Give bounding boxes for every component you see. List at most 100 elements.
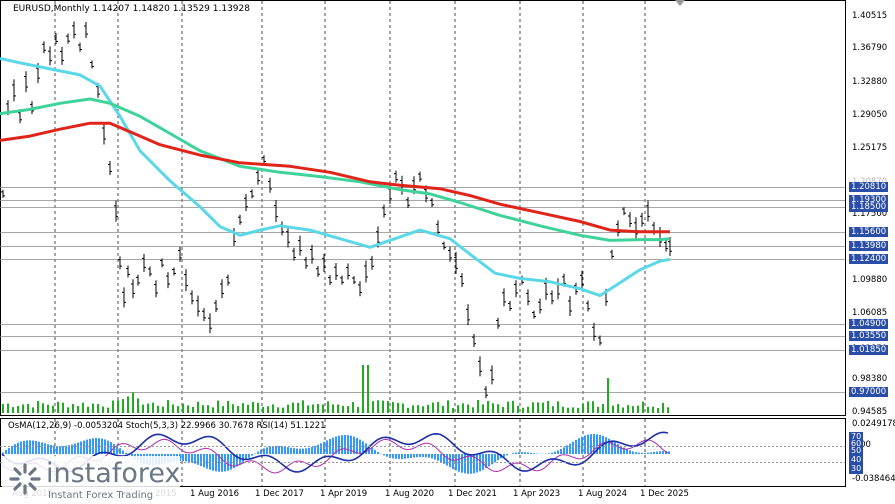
osma-bar — [248, 454, 250, 458]
osma-bar — [197, 454, 199, 465]
osma-bar — [497, 454, 499, 461]
osma-bar — [629, 450, 631, 454]
ohlc-values: 1.14207 1.14820 1.13529 1.13928 — [92, 4, 250, 14]
osma-bar — [404, 454, 406, 459]
osma-bar — [17, 442, 19, 454]
volume-bar — [657, 407, 659, 413]
osma-bar — [584, 435, 586, 454]
osma-bar — [485, 454, 487, 469]
volume-bar — [402, 403, 404, 413]
osma-bar — [428, 454, 430, 458]
osma-bar — [425, 454, 427, 458]
volume-bar — [42, 403, 44, 413]
osma-bar — [533, 453, 535, 454]
osma-bar — [263, 448, 265, 454]
osma-bar — [116, 445, 118, 454]
volume-bar — [52, 405, 54, 413]
volume-bar — [417, 405, 419, 413]
osma-bar — [386, 454, 388, 457]
osma-bar — [521, 452, 523, 454]
volume-bar — [477, 400, 479, 413]
osma-bar — [266, 447, 268, 454]
volume-bar — [87, 406, 89, 413]
osma-bar — [206, 454, 208, 469]
volume-bar — [462, 403, 464, 413]
osma-bar — [218, 454, 220, 472]
osma-bar — [437, 454, 439, 461]
rsi-label: RSI(14) 51.1221 — [256, 421, 326, 431]
osma-bar — [284, 446, 286, 454]
volume-bar — [342, 405, 344, 413]
osma-bar — [242, 454, 244, 463]
volume-bar — [317, 404, 319, 413]
volume-bar — [597, 406, 599, 413]
volume-bar — [222, 406, 224, 413]
osma-bar — [605, 437, 607, 454]
volume-bar — [557, 401, 559, 413]
osma-bar — [311, 447, 313, 454]
volume-bar — [272, 404, 274, 413]
osma-bar — [62, 446, 64, 454]
osma-bar — [209, 454, 211, 470]
osma-bar — [590, 434, 592, 454]
volume-bar — [352, 402, 354, 413]
osma-bar — [392, 454, 394, 459]
volume-bar — [207, 405, 209, 413]
osma-bar — [59, 446, 61, 454]
osma-bar — [473, 454, 475, 474]
osma-bar — [362, 441, 364, 454]
volume-bar — [92, 403, 94, 413]
volume-bar — [652, 406, 654, 413]
osma-bar — [512, 453, 514, 454]
osma-bar — [86, 439, 88, 454]
volume-bar — [102, 406, 104, 413]
osma-bar — [260, 449, 262, 454]
osma-bar — [527, 452, 529, 454]
symbol-label: EURUSD,Monthly — [13, 4, 90, 14]
volume-bar — [397, 402, 399, 413]
volume-bar — [7, 403, 9, 413]
volume-bar — [602, 404, 604, 413]
osma-bar — [617, 444, 619, 454]
volume-bar — [552, 406, 554, 413]
volume-bar — [132, 392, 134, 413]
osma-bar — [656, 451, 658, 454]
osma-bar — [668, 451, 670, 454]
osma-bar — [494, 454, 496, 463]
osc-level-label: 40 — [849, 455, 864, 465]
osma-bar — [452, 454, 454, 469]
price-level-label: 0.97000 — [849, 387, 889, 398]
volume-bar — [217, 400, 219, 413]
logo-tagline: Instant Forex Trading — [48, 490, 154, 501]
osma-bar — [464, 454, 466, 474]
volume-bar — [527, 406, 529, 413]
volume-bar — [367, 365, 369, 413]
volume-bar — [427, 404, 429, 413]
osma-bar — [530, 452, 532, 454]
volume-bar — [577, 407, 579, 413]
osma-bar — [665, 451, 667, 454]
osma-bar — [356, 437, 358, 454]
osma-bar — [647, 452, 649, 454]
osma-bar — [659, 451, 661, 454]
volume-bar — [377, 400, 379, 413]
volume-bar — [107, 407, 109, 413]
volume-bar — [532, 402, 534, 413]
osma-bar — [29, 440, 31, 454]
chart-header: EURUSD,Monthly 1.14207 1.14820 1.13529 1… — [13, 4, 250, 14]
osma-bar — [350, 435, 352, 454]
osma-bar — [296, 448, 298, 454]
volume-bar — [257, 402, 259, 413]
osma-bar — [131, 454, 133, 458]
osc-axis-tick: -0.038464 — [852, 474, 895, 484]
volume-bar — [22, 404, 24, 413]
osma-bar — [47, 444, 49, 454]
osma-bar — [449, 454, 451, 468]
osma-bar — [5, 450, 7, 454]
osma-bar — [323, 441, 325, 454]
volume-bar — [412, 405, 414, 413]
scroll-marker-icon[interactable] — [675, 0, 685, 6]
osma-bar — [41, 442, 43, 454]
volume-bar — [662, 403, 664, 413]
